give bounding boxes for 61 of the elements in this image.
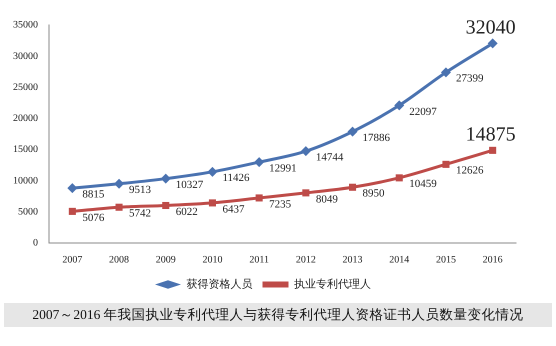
point: [394, 100, 404, 110]
x-tick-label: 2007: [62, 254, 82, 266]
x-tick-label: 2010: [202, 254, 222, 266]
point: [67, 183, 78, 194]
point: [440, 67, 451, 78]
point: [348, 126, 358, 137]
data-label: 17886: [362, 132, 391, 144]
data-label: 7235: [269, 198, 292, 210]
x-tick-label: 2013: [342, 254, 363, 266]
data-label: 9513: [129, 184, 152, 196]
point: [396, 174, 403, 182]
y-tick-label: 10000: [13, 175, 38, 186]
y-tick-label: 25000: [13, 82, 38, 93]
data-label: 22097: [409, 106, 438, 118]
data-label: 12991: [269, 162, 297, 174]
text: 2007～2016 年我国执业专利代理人与获得专利代理人资格证书人员数量变化情况: [4, 303, 552, 327]
data-label: 6437: [222, 203, 245, 216]
y-tick-label: 5000: [18, 206, 38, 218]
legend-label: 获得资格人员: [186, 278, 252, 291]
y-tick-label: 35000: [13, 20, 38, 31]
data-label: 27399: [456, 72, 484, 85]
x-tick-label: 2009: [156, 254, 176, 266]
data-label: 6022: [176, 206, 198, 218]
x-tick-label: 2014: [389, 254, 410, 266]
point: [256, 194, 263, 202]
point: [160, 174, 171, 184]
point: [489, 146, 496, 154]
x-tick-label: 2011: [249, 254, 269, 266]
point: [114, 178, 124, 189]
data-label: 8950: [362, 188, 386, 200]
point: [207, 166, 218, 177]
point: [442, 160, 450, 168]
data-label: 14744: [316, 152, 344, 164]
x-tick-label: 2012: [296, 254, 316, 266]
data-label: 5742: [129, 208, 152, 220]
point: [254, 157, 264, 168]
point: [68, 208, 76, 215]
point: [300, 146, 311, 156]
point: [488, 38, 498, 48]
y-tick-label: 20000: [13, 113, 38, 124]
data-label: 10327: [176, 179, 204, 192]
y-tick-label: 0: [33, 238, 38, 249]
x-tick-label: 2015: [436, 254, 456, 266]
data-label: 8815: [82, 188, 105, 200]
data-label: 10459: [409, 178, 438, 190]
legend-label: 执业专利代理人: [294, 278, 371, 291]
data-label: 14875: [466, 124, 516, 146]
point: [302, 189, 310, 196]
data-label: 8049: [316, 193, 338, 206]
y-tick-label: 30000: [13, 50, 38, 62]
data-label: 5076: [82, 212, 105, 224]
point: [116, 204, 123, 211]
data-label: 32040: [466, 16, 516, 39]
x-tick-label: 2008: [109, 254, 130, 266]
point: [208, 199, 216, 206]
point: [162, 202, 170, 210]
y-tick-label: 15000: [13, 144, 38, 156]
data-label: 12626: [456, 164, 484, 177]
point: [349, 184, 356, 191]
data-label: 11426: [222, 172, 250, 184]
x-tick-label: 2016: [482, 254, 503, 266]
